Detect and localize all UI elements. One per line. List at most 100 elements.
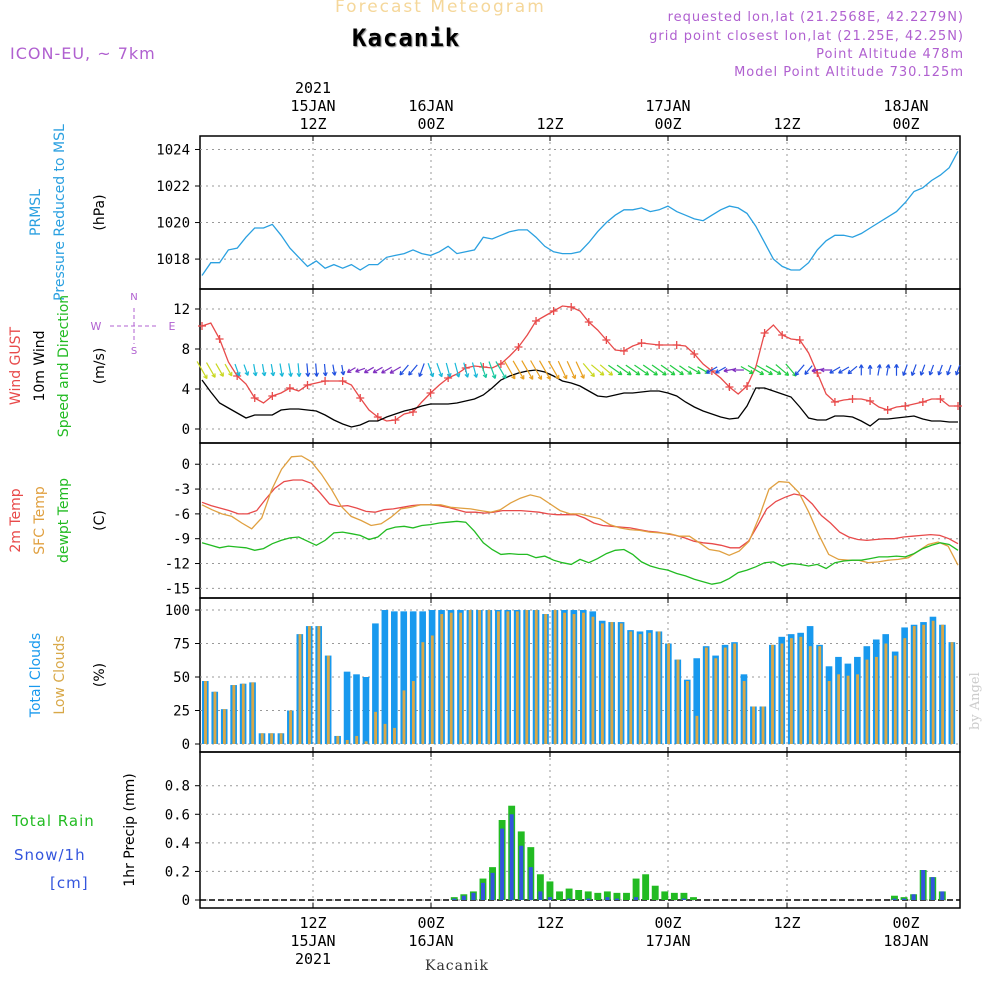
- wind-direction-arrow: [847, 365, 858, 375]
- snow-bar: [509, 814, 514, 900]
- low-cloud-bar: [345, 739, 349, 744]
- y-tick-label: -3: [173, 482, 190, 498]
- y-tick-label: 50: [173, 670, 190, 686]
- low-cloud-bar: [856, 674, 859, 744]
- wind-direction-arrow: [252, 363, 258, 377]
- bottom-time-label: 00Z: [654, 914, 681, 932]
- low-cloud-bar: [232, 685, 236, 744]
- rain-bar: [603, 891, 611, 900]
- total-cloud-bar: [343, 671, 351, 744]
- wind-direction-arrow: [616, 364, 632, 376]
- y-tick-label: 12: [173, 302, 190, 318]
- rain-bar: [565, 888, 573, 900]
- wind-direction-arrow: [893, 364, 899, 376]
- low-cloud-bar: [572, 614, 576, 744]
- wind-direction-arrow: [270, 363, 276, 377]
- gust-marker: [655, 341, 664, 349]
- low-cloud-bar: [941, 624, 945, 744]
- wind-direction-arrow: [372, 366, 383, 374]
- wind-direction-arrow: [471, 362, 479, 378]
- wind-direction-arrow: [608, 364, 623, 376]
- wind-direction-arrow: [582, 363, 595, 378]
- y-tick-label: 8: [182, 342, 190, 358]
- gust-marker: [602, 336, 611, 344]
- series-line-10m-wind: [201, 369, 958, 428]
- low-cloud-bar: [440, 614, 444, 744]
- bottom-time-label: 12Z: [299, 914, 326, 932]
- low-cloud-bar: [251, 682, 255, 744]
- gust-marker: [215, 335, 224, 343]
- wind-direction-arrow: [687, 365, 701, 375]
- total-cloud-bar: [409, 611, 417, 744]
- top-time-label: 12Z: [773, 115, 800, 133]
- low-cloud-bar: [922, 624, 926, 744]
- rain-bar: [642, 874, 650, 900]
- low-cloud-bar: [222, 709, 226, 744]
- total-cloud-bar: [372, 623, 379, 744]
- low-cloud-bar: [893, 655, 897, 744]
- gust-marker: [901, 402, 910, 410]
- bottom-time-label: 16JAN: [408, 932, 453, 950]
- low-cloud-bar: [818, 646, 822, 744]
- low-cloud-bar: [676, 659, 680, 744]
- low-cloud-bar: [667, 643, 670, 744]
- wind-direction-arrow: [747, 364, 765, 376]
- series-line-2m-temp: [201, 479, 959, 549]
- panel-side-label: 2m Temp: [8, 488, 24, 552]
- rain-bar: [651, 885, 659, 900]
- gust-marker: [778, 331, 787, 339]
- top-time-label: 15JAN: [290, 97, 335, 115]
- y-tick-label: 0: [182, 422, 190, 438]
- compass-north: N: [130, 292, 137, 303]
- total-cloud-bar: [391, 611, 398, 744]
- wind-direction-arrow: [322, 363, 328, 377]
- low-cloud-bar: [544, 614, 548, 744]
- wind-direction-arrow: [732, 367, 744, 373]
- gust-marker: [391, 416, 400, 424]
- compass-east: E: [169, 320, 176, 333]
- low-cloud-bar: [865, 659, 869, 744]
- low-cloud-bar: [402, 690, 406, 744]
- low-cloud-bar: [610, 622, 614, 744]
- location-name: Kacanik: [352, 24, 461, 52]
- wind-direction-arrow: [902, 364, 908, 376]
- wind-direction-arrow: [876, 364, 882, 376]
- y-tick-label: 0: [182, 893, 190, 909]
- wind-direction-arrow: [919, 364, 926, 376]
- low-cloud-bar: [591, 616, 595, 744]
- wind-direction-arrow: [651, 364, 667, 376]
- snow-bar: [940, 891, 945, 900]
- wind-direction-arrow: [314, 363, 319, 377]
- compass-south: S: [131, 346, 137, 357]
- wind-direction-arrow: [910, 364, 917, 377]
- low-cloud-bar: [771, 644, 774, 744]
- low-cloud-bar: [912, 626, 916, 744]
- gust-marker: [250, 394, 259, 402]
- y-tick-label: 1018: [156, 252, 190, 268]
- snow-bar: [634, 897, 639, 900]
- y-tick-label: 75: [173, 637, 190, 653]
- panel-frame: [199, 135, 961, 290]
- gust-marker: [619, 347, 628, 355]
- low-cloud-bar: [308, 626, 311, 744]
- footer-location: Kacanik: [425, 958, 489, 974]
- wind-direction-arrow: [445, 362, 452, 378]
- panel-side-label: Wind GUST: [8, 326, 24, 405]
- wind-direction-arrow: [224, 363, 233, 377]
- panel-side-label: Low Clouds: [52, 635, 68, 714]
- wind-direction-arrow: [538, 360, 551, 380]
- wind-direction-arrow: [454, 362, 461, 378]
- series-line-wind-gust: [201, 305, 958, 422]
- low-cloud-bar: [648, 632, 652, 744]
- panel-side-label: Pressure Reduced to MSL: [52, 124, 68, 301]
- snow-bar: [519, 845, 524, 900]
- snow-bar: [547, 897, 552, 900]
- low-cloud-bar: [714, 658, 718, 744]
- wind-direction-arrow: [775, 364, 790, 376]
- low-cloud-bar: [289, 710, 292, 744]
- gust-marker: [303, 381, 312, 389]
- low-cloud-bar: [827, 681, 831, 744]
- rain-bar: [661, 891, 669, 900]
- low-cloud-bar: [355, 735, 359, 744]
